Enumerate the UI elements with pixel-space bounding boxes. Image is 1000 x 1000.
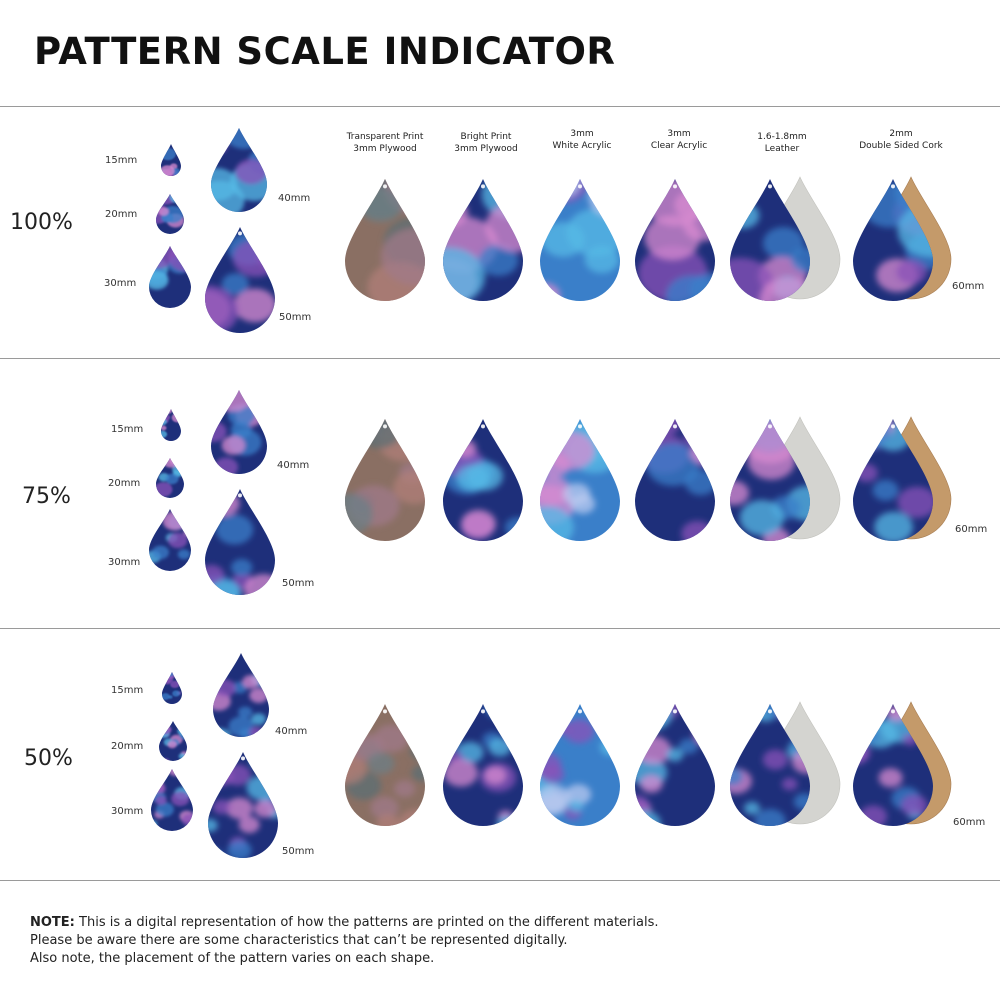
drop-15mm-sample (161, 144, 181, 176)
drop-60mm-bright (443, 179, 523, 301)
drop-60mm-leather (730, 179, 810, 301)
size-label-15mm: 15mm (105, 155, 138, 166)
note-line-2: Please be aware there are some character… (30, 933, 568, 948)
material-label-clear-acrylic: 3mm Clear Acrylic (650, 129, 708, 151)
size-label-15mm: 15mm (111, 685, 144, 696)
page-title: PATTERN SCALE INDICATOR (34, 30, 616, 73)
drop-60mm-cork (853, 704, 933, 826)
drop-60mm-wood (345, 704, 425, 826)
drop-20mm-sample (156, 194, 184, 234)
drop-40mm-sample (211, 128, 267, 212)
size-label-20mm: 20mm (108, 478, 141, 489)
drop-15mm-sample (162, 672, 182, 704)
drop-30mm-sample (149, 509, 191, 571)
divider-1 (0, 358, 1000, 359)
size-label-50mm: 50mm (282, 578, 315, 589)
scale-label: 100% (10, 210, 73, 235)
drop-60mm-white (540, 419, 620, 541)
note-line-3: Also note, the placement of the pattern … (30, 951, 435, 966)
drop-60mm-wood (345, 419, 425, 541)
drop-60mm-clear (635, 419, 715, 541)
divider-2 (0, 628, 1000, 629)
drop-30mm-sample (149, 246, 191, 308)
drop-50mm-sample (205, 489, 275, 595)
divider-top (0, 106, 1000, 107)
drop-20mm-sample (159, 721, 187, 761)
material-label-transparent-plywood: Transparent Print 3mm Plywood (346, 132, 424, 154)
note-text-1: This is a digital representation of how … (74, 915, 659, 930)
size-label-20mm: 20mm (105, 209, 138, 220)
note-block: NOTE: This is a digital representation o… (30, 914, 659, 968)
size-label-30mm: 30mm (111, 806, 144, 817)
material-label-cork: 2mm Double Sided Cork (859, 129, 943, 151)
drop-60mm-white (540, 704, 620, 826)
size-label-60mm: 60mm (952, 281, 985, 292)
drop-30mm-sample (151, 769, 193, 831)
size-label-60mm: 60mm (955, 524, 988, 535)
material-label-bright-plywood: Bright Print 3mm Plywood (454, 132, 518, 154)
drop-15mm-sample (161, 409, 181, 441)
drop-60mm-bright (443, 704, 523, 826)
drop-60mm-leather (730, 704, 810, 826)
drop-60mm-bright (443, 419, 523, 541)
drop-40mm-sample (211, 390, 267, 474)
drop-20mm-sample (156, 458, 184, 498)
size-label-30mm: 30mm (108, 557, 141, 568)
drop-60mm-cork (853, 419, 933, 541)
scale-label: 75% (22, 484, 71, 509)
divider-bottom (0, 880, 1000, 881)
note-line-1: NOTE: This is a digital representation o… (30, 914, 659, 932)
drop-40mm-sample (213, 653, 269, 737)
size-label-20mm: 20mm (111, 741, 144, 752)
size-label-50mm: 50mm (282, 846, 315, 857)
size-label-40mm: 40mm (278, 193, 311, 204)
size-label-15mm: 15mm (111, 424, 144, 435)
drop-50mm-sample (208, 752, 278, 858)
drop-60mm-wood (345, 179, 425, 301)
size-label-50mm: 50mm (279, 312, 312, 323)
drop-60mm-leather (730, 419, 810, 541)
material-label-white-acrylic: 3mm White Acrylic (552, 129, 612, 151)
drop-60mm-cork (853, 179, 933, 301)
scale-label: 50% (24, 746, 73, 771)
size-label-60mm: 60mm (953, 817, 986, 828)
drop-60mm-clear (635, 179, 715, 301)
size-label-30mm: 30mm (104, 278, 137, 289)
drop-60mm-clear (635, 704, 715, 826)
size-label-40mm: 40mm (275, 726, 308, 737)
material-label-leather: 1.6-1.8mm Leather (757, 132, 807, 154)
size-label-40mm: 40mm (277, 460, 310, 471)
note-label: NOTE: (30, 915, 75, 930)
drop-50mm-sample (205, 227, 275, 333)
drop-60mm-white (540, 179, 620, 301)
